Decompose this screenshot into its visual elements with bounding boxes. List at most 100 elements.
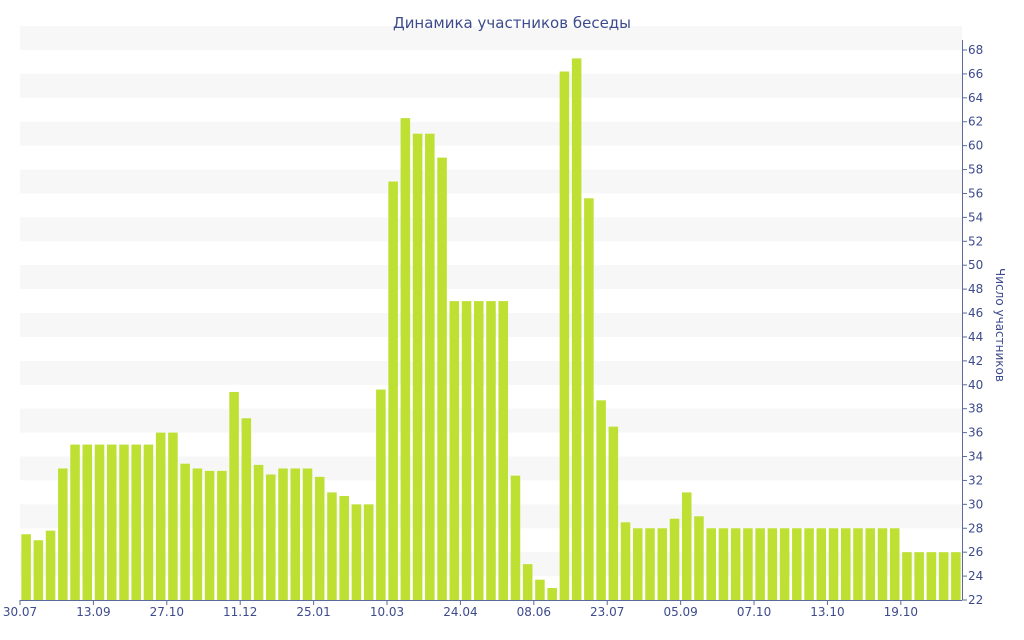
y-tick-label: 38 bbox=[968, 402, 983, 416]
bar bbox=[327, 492, 337, 600]
x-tick-labels: 30.07 13.09 27.10 11.12 25.01 10.03 24.04 08.06… bbox=[3, 600, 918, 619]
x-tick-label: 13.10 bbox=[810, 605, 844, 619]
bar bbox=[143, 444, 154, 600]
x-tick-label: 07.10 bbox=[737, 605, 771, 619]
bar bbox=[951, 552, 961, 600]
bar bbox=[816, 528, 827, 600]
bar bbox=[657, 528, 668, 600]
bar bbox=[828, 528, 839, 600]
bar bbox=[669, 518, 680, 600]
bar bbox=[376, 389, 386, 600]
bar bbox=[804, 528, 814, 600]
bar bbox=[217, 470, 227, 600]
y-tick-label: 58 bbox=[968, 163, 983, 177]
bar bbox=[694, 516, 704, 600]
bar bbox=[853, 528, 863, 600]
bar bbox=[204, 470, 215, 600]
y-tick-label: 54 bbox=[968, 210, 983, 224]
x-tick-label: 11.12 bbox=[223, 605, 257, 619]
bar bbox=[437, 157, 447, 601]
bar bbox=[94, 444, 105, 600]
bar bbox=[755, 528, 765, 600]
bar bbox=[168, 432, 178, 600]
bar bbox=[547, 588, 557, 600]
y-tick-label: 44 bbox=[968, 330, 983, 344]
x-tick-label: 08.06 bbox=[517, 605, 551, 619]
bar bbox=[82, 444, 93, 600]
y-tick-label: 64 bbox=[968, 91, 983, 105]
bar bbox=[926, 552, 937, 600]
bar bbox=[486, 301, 496, 600]
bar bbox=[792, 528, 802, 600]
y-tick-label: 30 bbox=[968, 497, 983, 511]
bar bbox=[841, 528, 851, 600]
bar bbox=[584, 198, 594, 600]
bar bbox=[889, 528, 900, 600]
y-tick-label: 46 bbox=[968, 306, 983, 320]
bar bbox=[278, 468, 288, 600]
bar bbox=[902, 552, 912, 600]
bar bbox=[314, 476, 325, 600]
bar bbox=[400, 118, 411, 601]
bar bbox=[914, 552, 924, 600]
y-tick-label: 40 bbox=[968, 378, 983, 392]
bar bbox=[412, 133, 423, 600]
bar bbox=[290, 468, 301, 600]
bar bbox=[70, 444, 80, 600]
bar bbox=[633, 528, 643, 600]
y-tick-label: 28 bbox=[968, 521, 983, 535]
x-tick-label: 25.01 bbox=[296, 605, 330, 619]
grid-band bbox=[20, 121, 962, 146]
bar bbox=[474, 301, 484, 600]
bar bbox=[779, 528, 790, 600]
bar bbox=[106, 444, 117, 600]
bar bbox=[33, 540, 44, 600]
bar bbox=[192, 468, 203, 600]
grid-band bbox=[20, 26, 962, 50]
x-tick-label: 10.03 bbox=[370, 605, 404, 619]
bar bbox=[131, 444, 141, 600]
grid-band bbox=[20, 73, 962, 98]
bar bbox=[45, 530, 56, 600]
chart-title: Динамика участников беседы bbox=[393, 14, 631, 32]
y-axis-title: Число участников bbox=[993, 268, 1007, 382]
bar bbox=[425, 133, 435, 600]
x-tick-label: 23.07 bbox=[590, 605, 624, 619]
bar bbox=[938, 552, 949, 600]
y-tick-label: 42 bbox=[968, 354, 983, 368]
bar bbox=[388, 181, 398, 600]
bar bbox=[58, 468, 68, 600]
bar bbox=[571, 58, 582, 601]
bar bbox=[596, 400, 606, 600]
grid-band bbox=[20, 217, 962, 242]
x-tick-label: 13.09 bbox=[76, 605, 110, 619]
bar bbox=[498, 301, 508, 600]
y-tick-label: 62 bbox=[968, 115, 983, 129]
x-tick-label: 30.07 bbox=[3, 605, 37, 619]
grid-band bbox=[20, 265, 962, 290]
bar bbox=[241, 418, 252, 600]
bar bbox=[620, 522, 631, 600]
bar bbox=[559, 71, 570, 600]
bars bbox=[21, 58, 961, 601]
bar bbox=[767, 528, 778, 600]
grid-band bbox=[20, 169, 962, 194]
y-tick-label: 68 bbox=[968, 43, 983, 57]
bar bbox=[681, 492, 692, 600]
bar bbox=[877, 528, 888, 600]
bar bbox=[461, 301, 472, 600]
y-tick-label: 52 bbox=[968, 234, 983, 248]
bar bbox=[645, 528, 655, 600]
bar bbox=[706, 528, 716, 600]
bar bbox=[302, 468, 313, 600]
bar bbox=[363, 504, 374, 600]
bar bbox=[449, 301, 460, 600]
x-tick-label: 24.04 bbox=[443, 605, 477, 619]
y-tick-label: 26 bbox=[968, 545, 983, 559]
bar bbox=[510, 475, 521, 600]
bar bbox=[718, 528, 729, 600]
bar bbox=[21, 534, 31, 600]
bar bbox=[743, 528, 753, 600]
y-tick-label: 50 bbox=[968, 258, 983, 272]
x-tick-label: 05.09 bbox=[663, 605, 697, 619]
